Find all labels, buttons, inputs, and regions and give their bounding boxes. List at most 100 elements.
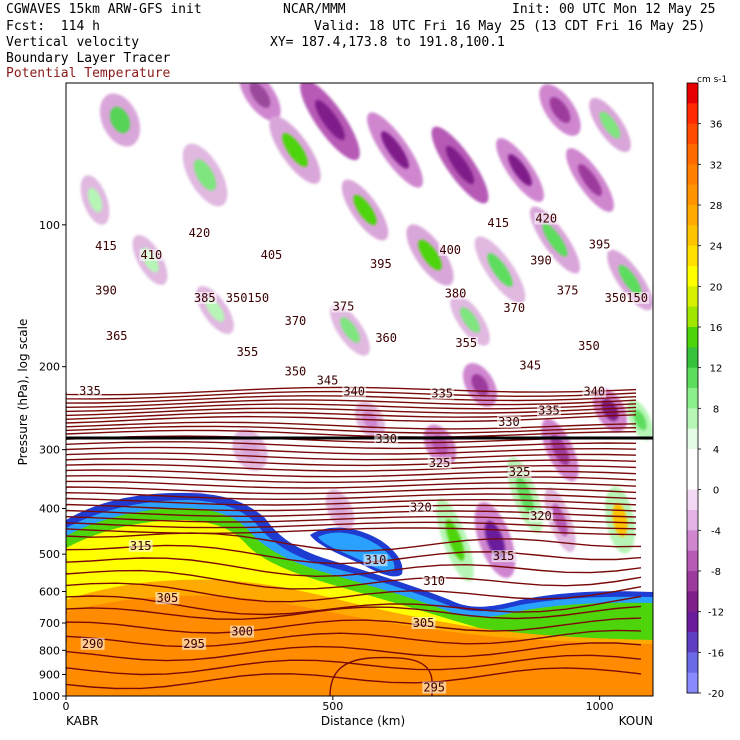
isentrope-label-8: 315 <box>130 539 152 553</box>
isentrope-label-bg-11 <box>528 510 553 523</box>
forecast-hour: Fcst: 114 h <box>6 19 100 34</box>
isentrope-label-22: 345 <box>519 359 541 373</box>
isentrope-upper-20 <box>66 486 637 495</box>
isentrope-label-bg-37 <box>368 257 393 270</box>
colorbar-swatch-10 <box>687 286 698 308</box>
y-tick-label-4: 500 <box>39 548 60 561</box>
left-endpoint-label: KABR <box>66 714 98 728</box>
isentrope-label-bg-40 <box>259 249 284 262</box>
colorbar-swatch-26 <box>687 611 698 633</box>
colorbar-swatch-5 <box>687 184 698 206</box>
y-tick-label-1: 200 <box>39 361 60 374</box>
isentrope-label-40: 405 <box>261 248 283 262</box>
colorbar-swatch-25 <box>687 591 698 613</box>
isentrope-label-bg-27 <box>374 332 399 345</box>
velocity-cell-inner-8 <box>445 145 475 185</box>
isentrope-lower-2 <box>66 557 642 578</box>
velocity-cell-inner-11 <box>542 223 568 257</box>
isentrope-label-19: 340 <box>343 385 365 399</box>
isentrope-lower-7 <box>66 617 642 634</box>
velocity-cell-inner-27 <box>484 521 506 559</box>
isentrope-label-bg-26 <box>454 336 479 349</box>
isentrope-label-45: 420 <box>535 212 557 226</box>
colorbar-swatch-27 <box>687 632 698 653</box>
colorbar-swatch-22 <box>687 530 698 552</box>
tracer-layer-orange <box>66 595 653 696</box>
colorbar-label-7: 8 <box>713 404 719 415</box>
plot-frame <box>65 82 654 697</box>
velocity-cell-inner-4 <box>315 99 345 141</box>
isentrope-label-bg-35 <box>94 284 118 297</box>
isentrope-label-bg-31 <box>331 300 356 313</box>
isentrope-label-bg-36 <box>528 254 553 267</box>
isentrope-label-24: 350 <box>578 339 600 353</box>
isentrope-label-bg-30 <box>502 301 527 314</box>
colorbar-label-10: -4 <box>711 526 721 537</box>
velocity-cell-inner-2 <box>249 83 271 108</box>
isentrope-upper-5 <box>66 406 637 417</box>
isentrope-label-bg-6 <box>363 554 388 567</box>
isentrope-label-bg-10 <box>408 501 433 514</box>
colorbar-swatch-11 <box>687 306 698 328</box>
x-tick-label-2: 1000 <box>586 700 614 713</box>
colorbar: 36 32 28 24 20 16 12 8 4 0 -4 -8 -12 -16 -20 <box>686 82 724 700</box>
isentrope-label-bg-2 <box>422 681 447 694</box>
velocity-cell-inner-1 <box>193 159 217 191</box>
isentrope-upper-22 <box>66 497 637 506</box>
isentrope-label-34: 385 <box>194 291 216 305</box>
isentrope-label-bg-15 <box>496 415 521 428</box>
y-axis: 100 200 300 400 500 600 700 800 900 1000 <box>32 219 66 703</box>
isentrope-label-47: 350150 <box>605 291 648 305</box>
y-tick-label-2: 300 <box>39 444 60 457</box>
isentrope-label-3: 300 <box>231 625 253 639</box>
isentrope-lower-5 <box>66 595 642 616</box>
isentrope-label-bg-20 <box>582 385 607 398</box>
isentrope-labels: 290 295 295 300 305 305 310 310 315 315 320 320 325 3… <box>78 212 650 695</box>
isentrope-label-43: 415 <box>487 216 509 230</box>
isentrope-upper-17 <box>66 469 637 478</box>
isentrope-label-bg-1 <box>182 637 207 650</box>
colorbar-swatch-17 <box>687 428 698 450</box>
y-tick-label-5: 600 <box>39 585 60 598</box>
isentrope-dome <box>329 656 433 696</box>
velocity-cell-inner-13 <box>599 111 621 139</box>
isentrope-label-46: 350150 <box>226 291 269 305</box>
isentrope-label-bg-39 <box>438 243 463 256</box>
isentrope-label-bg-18 <box>536 404 561 417</box>
colorbar-label-3: 24 <box>710 242 723 253</box>
isentrope-label-bg-41 <box>139 249 164 262</box>
isentrope-label-5: 305 <box>413 616 435 630</box>
isentrope-label-9: 315 <box>493 549 515 563</box>
isentrope-label-29: 370 <box>285 314 307 328</box>
colorbar-frame <box>686 82 699 694</box>
isentrope-upper-9 <box>66 425 637 434</box>
isentrope-label-0: 290 <box>82 637 104 651</box>
isentrope-upper-21 <box>66 491 637 501</box>
isentrope-label-15: 330 <box>498 415 520 429</box>
colorbar-label-14: -20 <box>708 689 724 700</box>
vertical-velocity-field <box>80 83 653 582</box>
isentrope-label-44: 420 <box>189 226 211 240</box>
potential-temperature-contours <box>66 386 653 696</box>
y-tick-label-9: 1000 <box>32 690 60 703</box>
isentrope-label-27: 360 <box>375 331 397 345</box>
isentrope-upper-6 <box>66 410 637 421</box>
init-time: Init: 00 UTC Mon 12 May 25 <box>512 2 716 17</box>
colorbar-label-5: 16 <box>710 323 723 334</box>
isentrope-upper-27 <box>66 527 637 536</box>
isentrope-label-bg-43 <box>486 216 511 229</box>
isentrope-label-14: 330 <box>375 432 397 446</box>
colorbar-swatch-14 <box>687 367 698 389</box>
colorbar-swatch-19 <box>687 469 698 491</box>
velocity-cell-inner-9 <box>487 253 513 287</box>
isentrope-upper-13 <box>66 446 637 455</box>
isentrope-lower-10 <box>66 654 642 676</box>
model-title: CGWAVES 15km ARW-GFS init <box>6 2 202 17</box>
isentrope-upper-23 <box>66 503 637 512</box>
velocity-cell-inner-15 <box>549 97 571 123</box>
isentrope-upper-16 <box>66 463 637 472</box>
isentrope-label-7: 310 <box>423 574 445 588</box>
x-tick-label-0: 0 <box>63 700 70 713</box>
isentrope-label-bg-19 <box>342 385 367 398</box>
isentrope-label-18: 335 <box>538 404 560 418</box>
